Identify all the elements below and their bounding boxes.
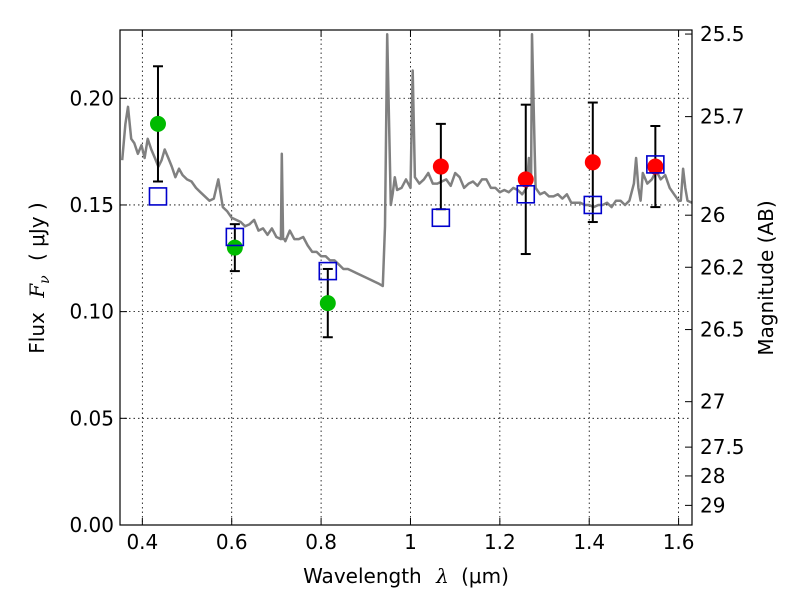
grid-layer [120, 30, 692, 526]
x-tick-label: 0.4 [126, 530, 158, 554]
model-photometry-square [225, 227, 245, 247]
spectrum-layer [120, 33, 692, 288]
mag-tick-label: 25.5 [700, 22, 745, 46]
y-tick-label: 0.05 [69, 406, 114, 430]
model-spectrum-line [120, 33, 692, 288]
nir-data-point [584, 154, 601, 171]
y-tick-label: 0.20 [69, 86, 114, 110]
x-tick-label: 1.6 [663, 530, 695, 554]
squares-layer [148, 155, 665, 281]
x-tick-label: 1.2 [484, 530, 516, 554]
mag-tick-label: 26 [700, 203, 725, 227]
points-layer [149, 115, 664, 312]
nir-data-point [432, 158, 449, 175]
y-tick-label: 0.15 [69, 193, 114, 217]
model-photometry-square [318, 261, 338, 281]
x-tick-label: 1 [404, 530, 417, 554]
mag-tick-label: 29 [700, 493, 725, 517]
optical-data-point [149, 115, 166, 132]
y-axis-label: Flux Fν ( μJy ) [25, 202, 54, 353]
y-tick-label: 0.00 [69, 513, 114, 537]
model-photometry-square [646, 155, 665, 174]
mag-tick-label: 25.7 [700, 105, 745, 129]
x-tick-label: 1.4 [573, 530, 605, 554]
mag-tick-label: 26.2 [700, 255, 745, 279]
x-tick-label: 0.6 [216, 530, 248, 554]
model-photometry-square [148, 187, 168, 206]
plot-frame [119, 29, 693, 526]
mag-tick-label: 28 [700, 464, 725, 488]
tick-layer: 0.4 0.6 0.8 1 1.2 1.4 1.6 0.00 0.05 0.10 0.15 0.20 2… [69, 22, 744, 554]
x-axis-label: Wavelength λ (μm) [303, 564, 509, 588]
y-tick-label: 0.10 [69, 300, 114, 324]
optical-data-point [226, 239, 243, 256]
x-tick-label: 0.8 [305, 530, 337, 554]
model-photometry-square [583, 195, 603, 215]
nir-data-point [517, 171, 534, 188]
mag-tick-label: 27 [700, 390, 725, 414]
y2-axis-label: Magnitude (AB) [754, 200, 778, 355]
mag-tick-label: 26.5 [700, 318, 745, 342]
optical-data-point [319, 295, 336, 312]
model-photometry-square [516, 184, 536, 204]
model-photometry-square [431, 208, 451, 228]
nir-data-point [647, 158, 664, 175]
mag-tick-label: 27.5 [700, 435, 745, 459]
